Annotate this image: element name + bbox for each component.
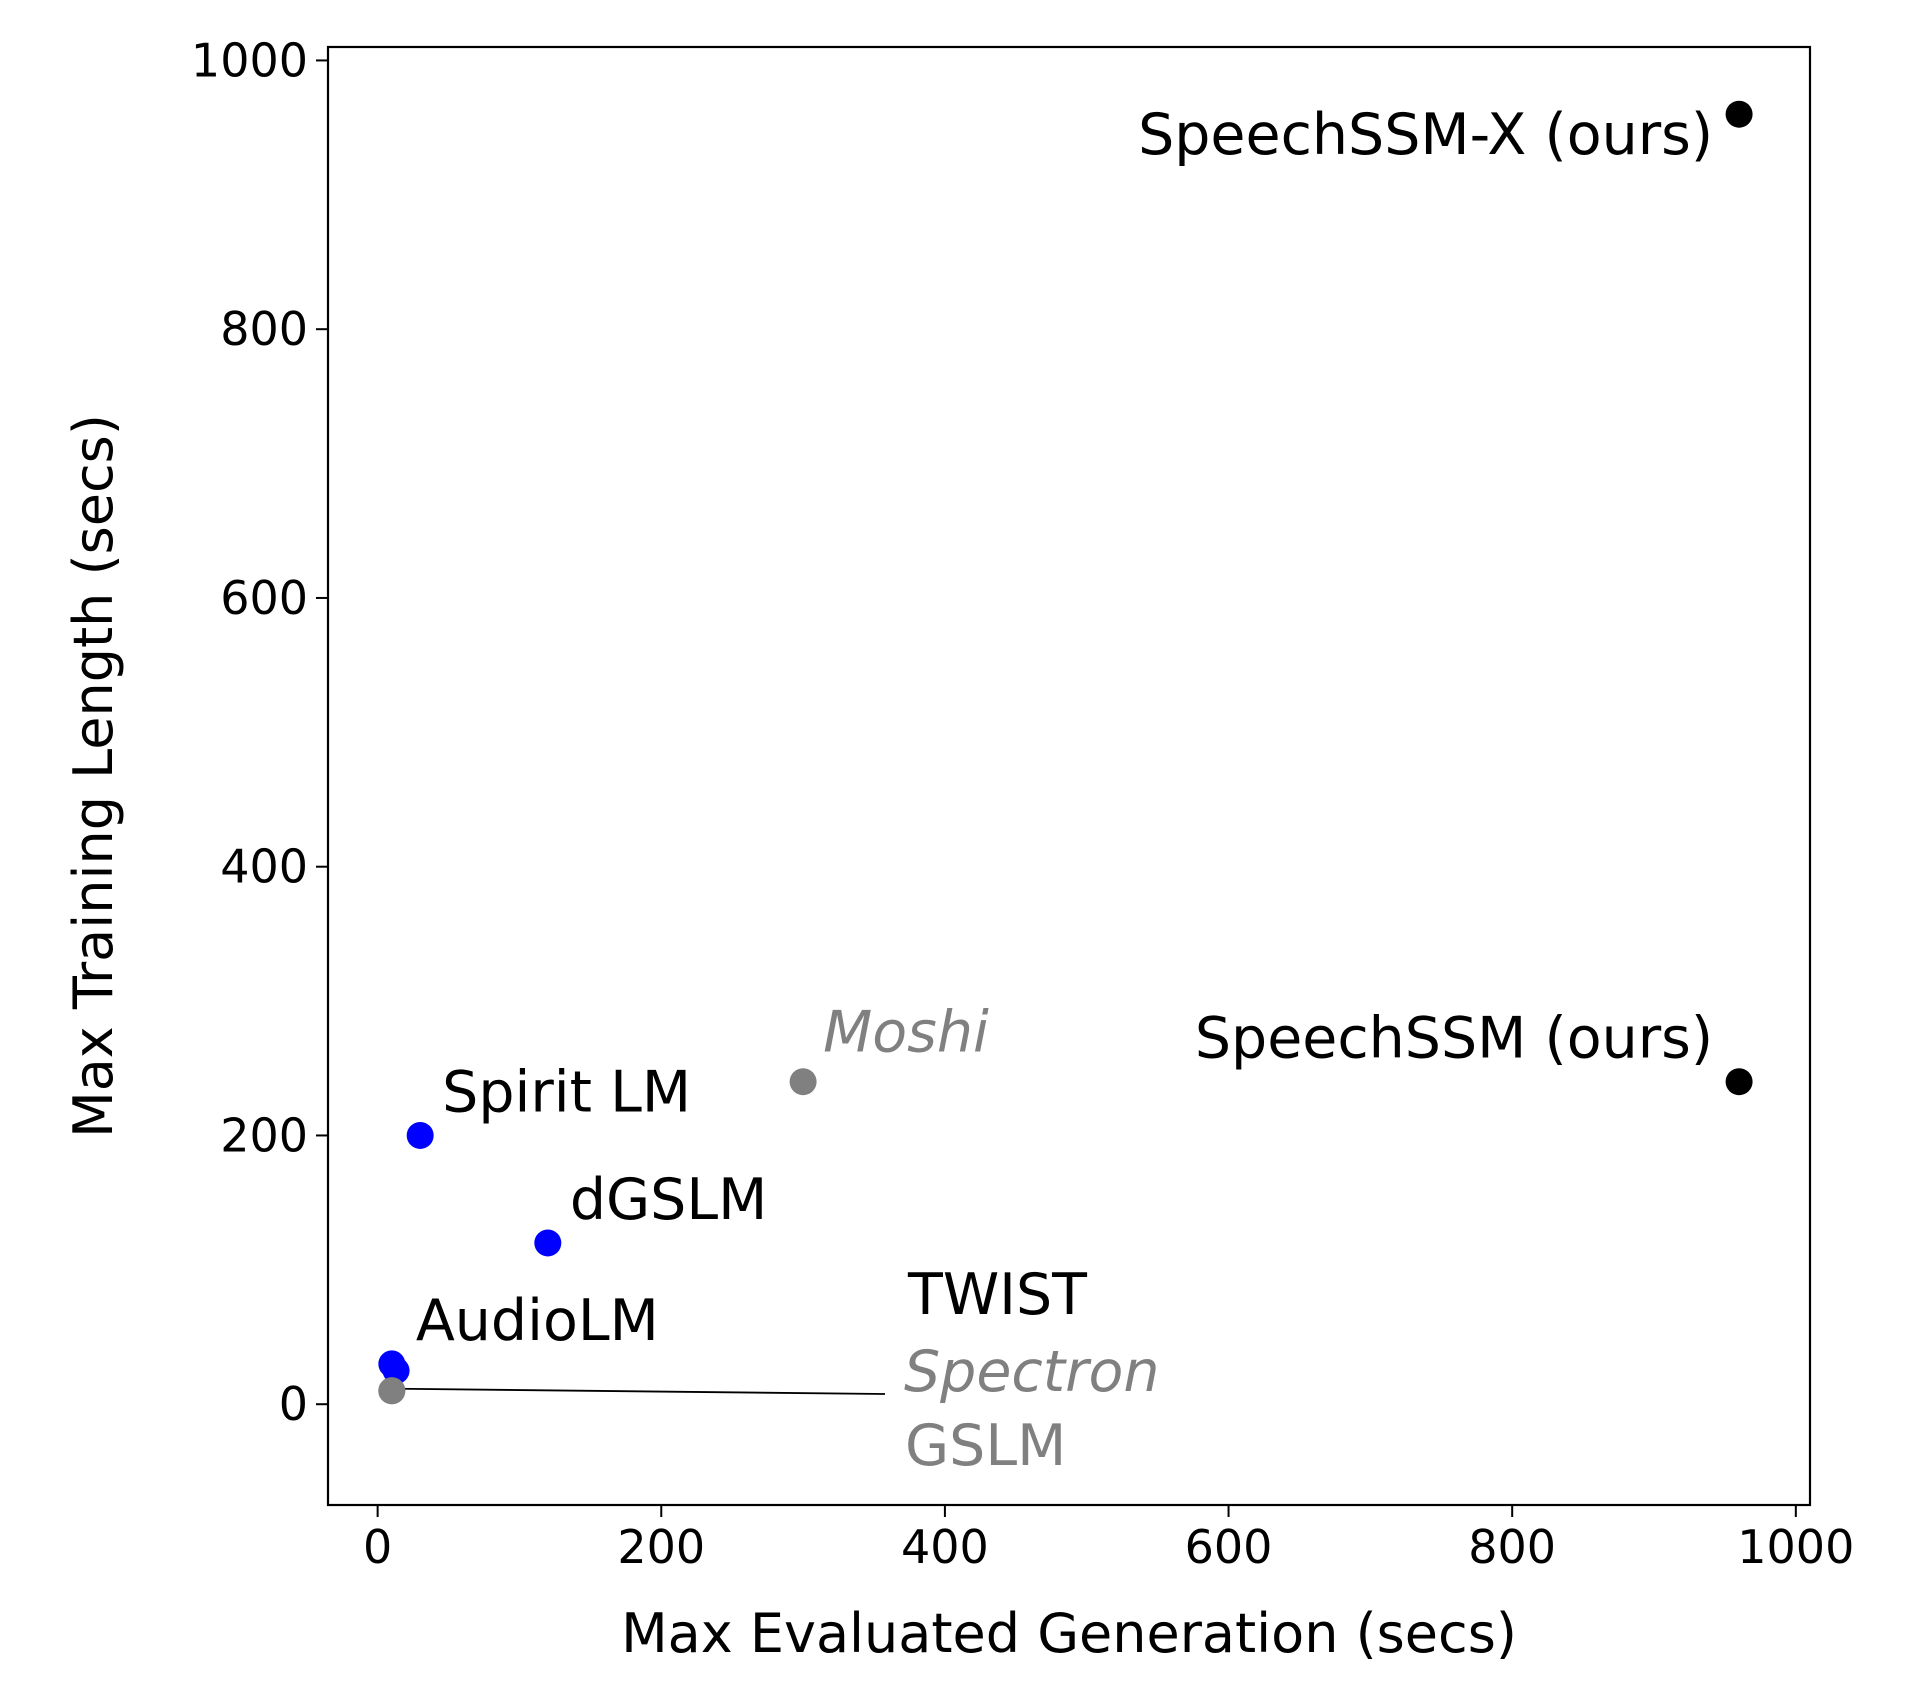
point-label-gslm: GSLM bbox=[905, 1413, 1066, 1479]
x-axis-label: Max Evaluated Generation (secs) bbox=[621, 1602, 1517, 1665]
y-tick-label: 600 bbox=[220, 571, 308, 625]
data-point-dgslm bbox=[534, 1229, 562, 1257]
x-tick-label: 400 bbox=[901, 1520, 989, 1574]
ticks-layer: 0 200 400 600 800 1000 0 200 400 600 800 1000 bbox=[191, 33, 1854, 1574]
point-label-twist: TWIST bbox=[907, 1262, 1087, 1328]
point-label-audiolm: AudioLM bbox=[416, 1288, 659, 1354]
plot-frame bbox=[326, 45, 1812, 1507]
point-label-speechssm-ours: SpeechSSM (ours) bbox=[1195, 1006, 1713, 1072]
data-point-speechssm-ours bbox=[1725, 1068, 1753, 1096]
y-tick-label: 200 bbox=[220, 1108, 308, 1162]
connector-layer bbox=[399, 1387, 886, 1395]
data-point-spirit-lm bbox=[406, 1121, 434, 1149]
x-tick-label: 1000 bbox=[1737, 1520, 1854, 1574]
x-tick-label: 600 bbox=[1185, 1520, 1273, 1574]
x-tick-label: 200 bbox=[617, 1520, 705, 1574]
y-tick-label: 1000 bbox=[191, 33, 308, 87]
data-point-twist bbox=[382, 1357, 410, 1385]
point-label-speechssm-x-ours: SpeechSSM-X (ours) bbox=[1138, 102, 1713, 168]
x-tick-label: 0 bbox=[363, 1520, 392, 1574]
data-point-speechssm-x-ours bbox=[1725, 100, 1753, 128]
point-label-dgslm: dGSLM bbox=[570, 1167, 767, 1233]
point-label-moshi: Moshi bbox=[823, 1000, 989, 1066]
data-point-moshi bbox=[789, 1068, 817, 1096]
y-tick-label: 400 bbox=[220, 840, 308, 894]
y-tick-label: 0 bbox=[279, 1377, 308, 1431]
points-layer bbox=[378, 100, 1753, 1405]
y-tick-label: 800 bbox=[220, 302, 308, 356]
y-axis-label: Max Training Length (secs) bbox=[62, 414, 125, 1138]
labels-layer: SpeechSSM-X (ours) SpeechSSM (ours) Moshi S… bbox=[416, 102, 1713, 1479]
annotation-connector-line bbox=[399, 1387, 886, 1395]
point-label-spirit-lm: Spirit LM bbox=[442, 1059, 691, 1125]
data-point-gslm bbox=[378, 1377, 406, 1405]
x-tick-label: 800 bbox=[1468, 1520, 1556, 1574]
point-label-spectron: Spectron bbox=[904, 1339, 1160, 1405]
